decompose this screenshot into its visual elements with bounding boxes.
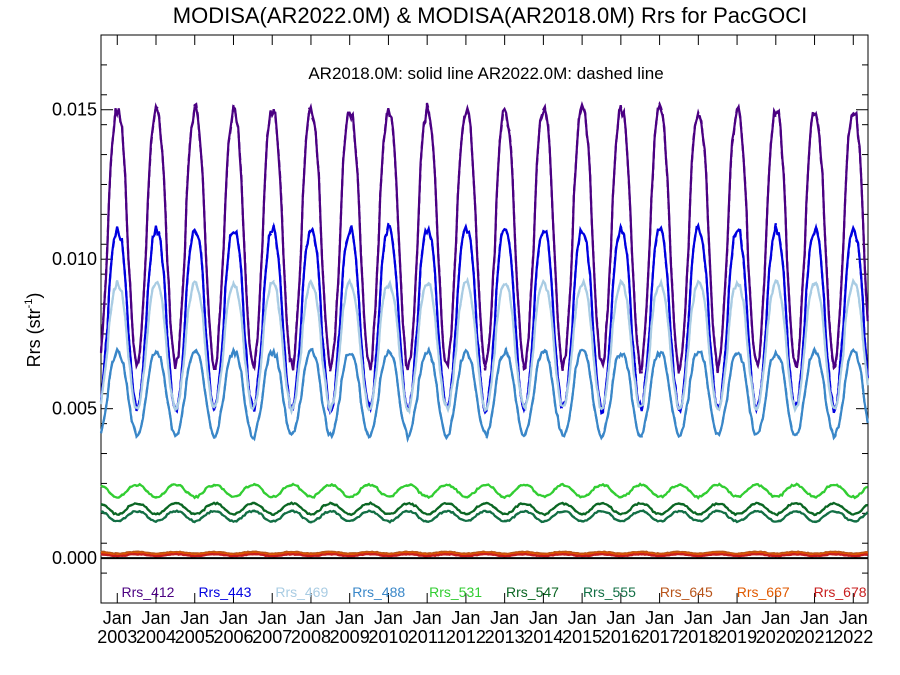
x-tick-month-label: Jan [839,608,868,628]
y-tick-label: 0.010 [52,249,97,269]
plot-frame [100,34,869,604]
x-tick-year-label: 2009 [330,627,370,647]
x-tick-year-label: 2014 [523,627,563,647]
x-tick-month-label: Jan [258,608,287,628]
legend-entry: Rrs_555 [583,584,636,600]
x-tick-month-label: Jan [723,608,752,628]
x-tick-month-label: Jan [296,608,325,628]
x-tick-year-label: 2019 [717,627,757,647]
y-tick-label: 0.005 [52,399,97,419]
y-tick-label: 0.015 [52,100,97,120]
legend-entry: Rrs_531 [429,584,482,600]
x-tick-month-label: Jan [103,608,132,628]
x-tick-month-label: Jan [568,608,597,628]
x-tick-month-label: Jan [490,608,519,628]
legend-entry: Rrs_412 [122,584,175,600]
line-style-note: AR2018.0M: solid line AR2022.0M: dashed … [308,64,663,83]
x-tick-month-label: Jan [374,608,403,628]
legend-entry: Rrs_547 [506,584,559,600]
x-tick-month-label: Jan [800,608,829,628]
x-tick-year-label: 2005 [175,627,215,647]
x-tick-year-label: 2021 [795,627,835,647]
legend-entry: Rrs_667 [737,584,790,600]
x-tick-year-label: 2012 [446,627,486,647]
chart-title: MODISA(AR2022.0M) & MODISA(AR2018.0M) Rr… [173,3,808,28]
x-tick-year-label: 2011 [408,627,447,647]
x-tick-month-label: Jan [219,608,248,628]
x-tick-month-label: Jan [141,608,170,628]
x-tick-month-label: Jan [413,608,442,628]
x-tick-year-label: 2016 [601,627,641,647]
series-line-dashed [99,275,869,416]
x-tick-year-label: 2004 [136,627,176,647]
x-tick-year-label: 2018 [678,627,718,647]
legend-entry: Rrs_645 [660,584,713,600]
y-tick-label: 0.000 [52,548,97,568]
x-tick-month-label: Jan [180,608,209,628]
x-tick-year-label: 2010 [368,627,408,647]
series-line-dashed [100,482,868,500]
x-tick-month-label: Jan [529,608,558,628]
series-line-dashed [100,508,869,524]
x-tick-year-label: 2006 [213,627,253,647]
x-tick-year-label: 2008 [291,627,331,647]
legend: Rrs_412 Rrs_443 Rrs_469 Rrs_488 Rrs_531 Rrs_5… [122,584,867,600]
legend-entry: Rrs_488 [352,584,405,600]
x-tick-year-label: 2020 [756,627,796,647]
x-axis-ticks: Jan2003Jan2004Jan2005Jan2006Jan2007Jan20… [97,35,873,647]
x-tick-year-label: 2003 [97,627,137,647]
x-tick-month-label: Jan [761,608,790,628]
x-tick-month-label: Jan [451,608,480,628]
x-tick-month-label: Jan [645,608,674,628]
x-tick-year-label: 2013 [485,627,525,647]
series-line-dashed [100,501,868,517]
x-tick-year-label: 2022 [833,627,873,647]
legend-entry: Rrs_678 [814,584,867,600]
series-line-dashed [99,101,869,375]
series-lines [99,101,869,558]
x-tick-year-label: 2017 [640,627,680,647]
y-axis-label: Rrs (str-1) [23,293,44,368]
x-tick-year-label: 2015 [562,627,602,647]
y-axis-label-main: Rrs (str [24,308,44,367]
y-axis-label-sup: -1 [23,299,35,309]
x-tick-month-label: Jan [335,608,364,628]
series-line-dashed [100,552,868,558]
x-tick-month-label: Jan [606,608,635,628]
y-axis-ticks: 0.000 0.005 0.010 0.015 [52,34,868,604]
legend-entry: Rrs_443 [198,584,251,600]
x-tick-month-label: Jan [684,608,713,628]
y-axis-label-close: ) [24,293,44,299]
x-tick-year-label: 2007 [252,627,292,647]
legend-entry: Rrs_469 [275,584,328,600]
series-line-dashed [99,343,869,443]
series-line-solid [100,552,868,558]
